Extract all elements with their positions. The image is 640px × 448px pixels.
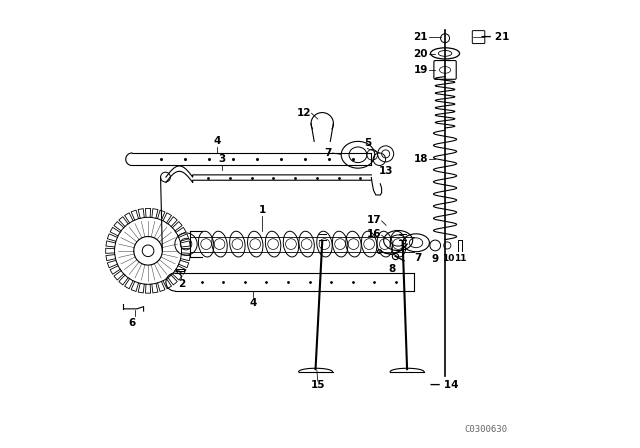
Text: 7: 7 (414, 253, 422, 263)
Text: 17: 17 (367, 215, 381, 224)
Text: 20: 20 (413, 49, 428, 59)
Text: 4: 4 (214, 136, 221, 146)
Text: 16: 16 (367, 229, 381, 239)
Text: 7: 7 (324, 147, 332, 158)
Text: 9: 9 (431, 254, 439, 264)
Text: 8: 8 (388, 264, 396, 274)
Text: 11: 11 (454, 254, 467, 263)
Text: 12: 12 (296, 108, 311, 118)
Text: 6: 6 (129, 318, 136, 328)
Text: 2: 2 (178, 279, 185, 289)
Text: 18: 18 (413, 154, 428, 164)
Text: — 14: — 14 (430, 380, 458, 390)
Text: 10: 10 (442, 254, 455, 263)
Text: 5: 5 (364, 138, 371, 148)
Text: C0300630: C0300630 (465, 425, 508, 434)
Text: 3: 3 (218, 154, 225, 164)
Text: — 21: — 21 (481, 32, 509, 42)
Text: 15: 15 (310, 380, 325, 390)
Text: 4: 4 (250, 297, 257, 308)
Text: 1: 1 (259, 205, 266, 215)
Text: 19: 19 (413, 65, 428, 75)
Text: 21: 21 (413, 32, 428, 42)
Text: 13: 13 (379, 166, 394, 176)
